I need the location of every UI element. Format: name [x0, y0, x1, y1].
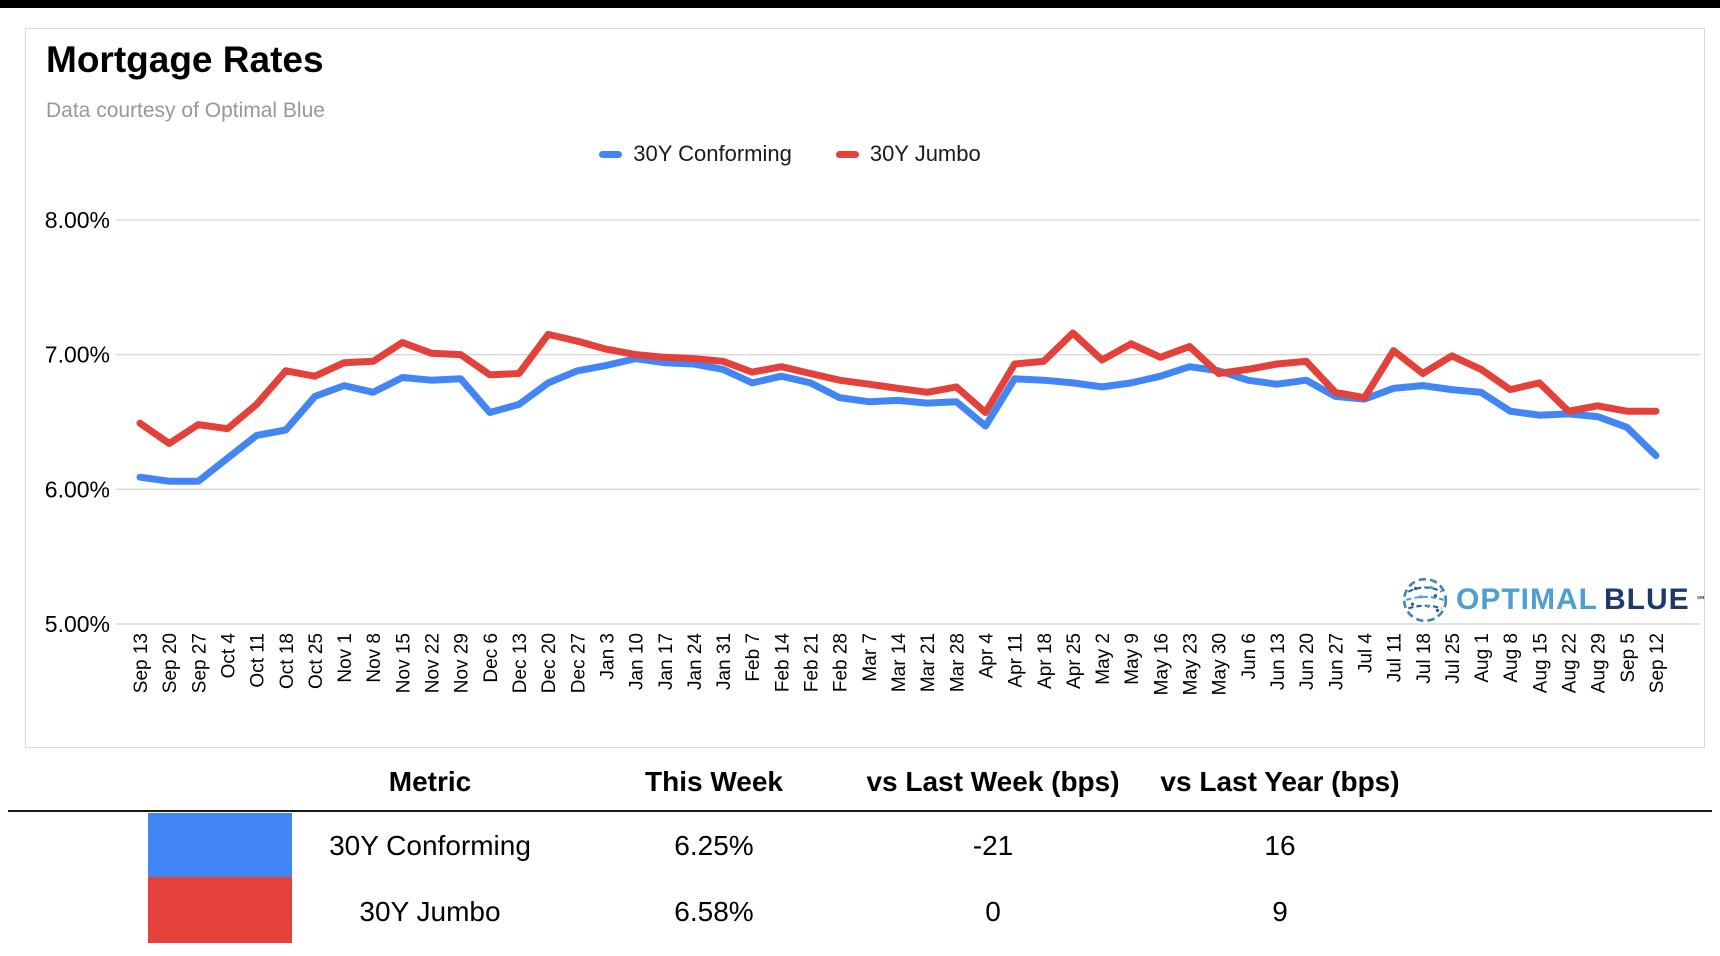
- legend-item-conforming[interactable]: 30Y Conforming: [599, 141, 792, 167]
- table-header-vs-last-week: vs Last Week (bps): [866, 766, 1120, 797]
- x-axis-label: Nov 22: [423, 633, 444, 693]
- jumbo-line[interactable]: [136, 329, 1660, 447]
- x-axis-label: Nov 8: [364, 633, 385, 683]
- chart-subtitle: Data courtesy of Optimal Blue: [46, 99, 325, 122]
- x-axis-label: Sep 13: [131, 633, 152, 693]
- x-axis-label: Jun 20: [1297, 633, 1318, 690]
- jumbo-color-swatch: [148, 877, 292, 943]
- top-black-bar: [0, 0, 1720, 8]
- conforming-color-swatch: [148, 813, 292, 877]
- x-axis-label: Aug 15: [1530, 633, 1551, 693]
- table-cell-metric: 30Y Conforming: [329, 830, 531, 861]
- x-axis-label: Dec 13: [510, 633, 531, 693]
- x-axis-label: Sep 27: [189, 633, 210, 693]
- table-header-divider: [8, 810, 1712, 812]
- legend-label: 30Y Conforming: [633, 141, 792, 166]
- x-axis-label: Jan 24: [685, 633, 706, 690]
- y-axis-label: 7.00%: [45, 342, 110, 368]
- table-cell-vs-last-week: -21: [972, 830, 1014, 861]
- chart-card: Mortgage Rates Data courtesy of Optimal …: [25, 28, 1707, 748]
- x-axis-label: May 30: [1210, 633, 1231, 695]
- x-axis-label: Jan 17: [656, 633, 677, 690]
- x-axis-label: Feb 14: [772, 633, 793, 693]
- logo-word-blue: BLUE: [1604, 583, 1690, 616]
- x-axis-label: Mar 21: [918, 633, 939, 692]
- table-header-metric: Metric: [388, 766, 472, 797]
- legend-item-jumbo[interactable]: 30Y Jumbo: [835, 141, 981, 167]
- x-axis-label: Jul 18: [1414, 633, 1435, 684]
- x-axis-label: May 9: [1122, 633, 1143, 685]
- mortgage-rates-line-chart[interactable]: 8.00% 7.00% 6.00% 5.00% Sep 13 Sep 20 Sep 27 Oc…: [26, 29, 1704, 747]
- page-title: Mortgage Rates: [46, 39, 324, 80]
- x-axis-label: Mar 28: [947, 633, 968, 692]
- x-axis-label: Aug 22: [1560, 633, 1581, 693]
- optimal-blue-logo: OPTIMAL BLUE ℠: [1400, 575, 1707, 625]
- x-axis-label: Jun 13: [1268, 633, 1289, 690]
- x-axis-label: Sep 12: [1647, 633, 1668, 693]
- y-axis-label: 6.00%: [45, 476, 110, 502]
- table-cell-vs-last-year: 16: [1264, 830, 1296, 861]
- x-axis-label: Jul 25: [1443, 633, 1464, 684]
- x-axis-label: Dec 6: [481, 633, 502, 683]
- x-axis-label: Feb 7: [743, 633, 764, 682]
- x-axis-label: Sep 5: [1618, 633, 1639, 683]
- conforming-line[interactable]: [136, 355, 1660, 485]
- x-axis-label: Aug 8: [1501, 633, 1522, 683]
- table-header-vs-last-year: vs Last Year (bps): [1160, 766, 1400, 797]
- table-cell-this-week: 6.25%: [674, 830, 754, 861]
- x-axis-label: Nov 15: [393, 633, 414, 693]
- x-axis-label: Oct 4: [219, 633, 240, 679]
- x-axis-label: Jun 6: [1239, 633, 1260, 679]
- jumbo-legend-marker: [835, 150, 859, 158]
- table-cell-vs-last-year: 9: [1272, 896, 1288, 927]
- x-axis-label: Nov 29: [452, 633, 473, 693]
- x-axis-label: Aug 1: [1472, 633, 1493, 683]
- x-axis-label: Nov 1: [335, 633, 356, 683]
- x-axis-label: Aug 29: [1589, 633, 1610, 693]
- table-cell-vs-last-week: 0: [985, 896, 1001, 927]
- x-axis-label: Sep 20: [160, 633, 181, 693]
- x-axis-label: Jan 10: [627, 633, 648, 690]
- x-axis-label: Jan 31: [714, 633, 735, 690]
- x-axis-label: Jul 11: [1385, 633, 1406, 682]
- x-axis-label: May 23: [1181, 633, 1202, 695]
- x-axis-label: Apr 18: [1035, 633, 1056, 689]
- x-axis-label: Jul 4: [1356, 633, 1377, 674]
- x-axis-label: Jun 27: [1326, 633, 1347, 690]
- table-header-this-week: This Week: [645, 766, 783, 797]
- y-axis-label: 8.00%: [45, 207, 110, 233]
- conforming-legend-marker: [599, 150, 623, 158]
- table-cell-this-week: 6.58%: [674, 896, 754, 927]
- x-axis-label: Jan 3: [598, 633, 619, 679]
- x-axis-label: Mar 7: [860, 633, 881, 682]
- x-axis-label: Mar 14: [889, 633, 910, 693]
- x-axis-label: Feb 28: [831, 633, 852, 692]
- x-axis-label: Dec 27: [568, 633, 589, 693]
- x-axis-label: Dec 20: [539, 633, 560, 693]
- chart-legend: 30Y Conforming 30Y Jumbo: [0, 141, 1629, 167]
- legend-label: 30Y Jumbo: [869, 141, 981, 166]
- x-axis-label: Oct 11: [248, 633, 269, 688]
- x-axis-label: Apr 25: [1064, 633, 1085, 689]
- logo-trademark: ℠: [1695, 594, 1707, 607]
- x-axis-label: Oct 18: [277, 633, 298, 689]
- y-axis-label: 5.00%: [45, 611, 110, 637]
- logo-word-optimal: OPTIMAL: [1456, 583, 1598, 616]
- x-axis-label: Oct 25: [306, 633, 327, 689]
- x-axis-label: May 2: [1093, 633, 1114, 685]
- x-axis-label: May 16: [1151, 633, 1172, 695]
- table-cell-metric: 30Y Jumbo: [359, 896, 501, 927]
- x-axis-label: Apr 4: [977, 633, 998, 679]
- x-axis-label: Feb 21: [802, 633, 823, 692]
- optimal-blue-globe-icon: [1402, 577, 1448, 623]
- x-axis-label: Apr 11: [1006, 633, 1027, 688]
